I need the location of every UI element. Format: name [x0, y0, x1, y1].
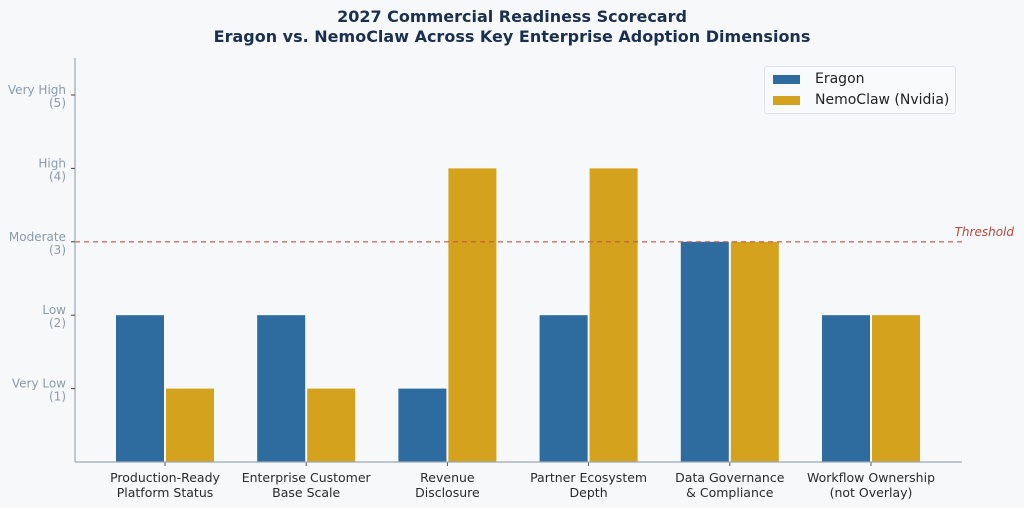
x-tick-label: Platform Status — [117, 485, 214, 500]
legend-label-eragon: Eragon — [815, 71, 865, 87]
bar-nemoclaw-nvidia-0 — [166, 388, 214, 462]
bar-eragon-3 — [539, 315, 588, 462]
bar-nemoclaw-nvidia-1 — [307, 388, 356, 462]
x-tick-label: Disclosure — [415, 485, 480, 500]
bar-eragon-4 — [680, 241, 729, 462]
bar-eragon-0 — [116, 315, 164, 462]
legend-swatch-eragon — [773, 74, 800, 84]
x-tick-label: Base Scale — [272, 485, 340, 500]
chart-subtitle: Eragon vs. NemoClaw Across Key Enterpris… — [213, 27, 811, 46]
x-tick-label: Data Governance — [675, 470, 785, 485]
chart-title: 2027 Commercial Readiness Scorecard — [337, 7, 687, 26]
y-tick-label: (1) — [49, 390, 66, 404]
x-tick-label: (not Overlay) — [830, 485, 913, 500]
bar-eragon-2 — [398, 388, 447, 462]
legend-label-nemoclaw: NemoClaw (Nvidia) — [815, 92, 950, 108]
y-tick-label: (2) — [49, 316, 66, 330]
x-tick-label: Revenue — [420, 470, 475, 485]
bar-nemoclaw-nvidia-5 — [872, 315, 920, 462]
y-tick-label: Very High — [8, 83, 66, 97]
x-tick-label: Production-Ready — [110, 470, 220, 485]
bar-nemoclaw-nvidia-4 — [730, 241, 779, 462]
y-tick-label: Moderate — [9, 230, 66, 244]
x-tick-label: Enterprise Customer — [242, 470, 372, 485]
y-tick-label: Very Low — [12, 377, 66, 391]
bar-eragon-1 — [257, 315, 306, 462]
x-tick-label: & Compliance — [686, 485, 774, 500]
x-tick-label: Partner Ecosystem — [530, 470, 647, 485]
y-tick-label: (4) — [49, 169, 66, 183]
legend-swatch-nemoclaw — [773, 95, 800, 105]
x-tick-label: Depth — [570, 485, 608, 500]
legend-item-nemoclaw: NemoClaw (Nvidia) — [773, 90, 949, 110]
y-tick-label: High — [38, 156, 66, 170]
bar-nemoclaw-nvidia-3 — [589, 168, 638, 462]
legend: Eragon NemoClaw (Nvidia) — [764, 66, 956, 114]
bar-nemoclaw-nvidia-2 — [448, 168, 497, 462]
y-tick-label: (3) — [49, 243, 66, 257]
y-tick-label: (5) — [49, 96, 66, 110]
y-tick-label: Low — [42, 303, 66, 317]
bar-eragon-5 — [822, 315, 870, 462]
threshold-label: Threshold — [955, 225, 1015, 239]
legend-item-eragon: Eragon — [773, 69, 865, 89]
x-tick-label: Workflow Ownership — [807, 470, 935, 485]
